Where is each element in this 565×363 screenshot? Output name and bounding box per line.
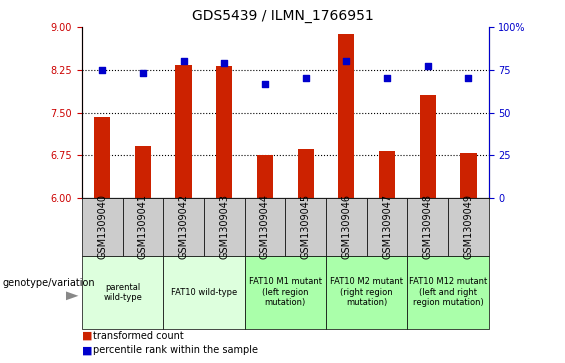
Point [464,76,473,81]
Point [342,58,351,64]
Text: GSM1309044: GSM1309044 [260,194,270,260]
Bar [298,150,314,198]
Text: GSM1309042: GSM1309042 [179,194,189,260]
Bar [338,34,354,198]
Text: FAT10 M1 mutant
(left region
mutation): FAT10 M1 mutant (left region mutation) [249,277,322,307]
Point [220,60,229,66]
Text: GDS5439 / ILMN_1766951: GDS5439 / ILMN_1766951 [192,9,373,23]
Text: GSM1309045: GSM1309045 [301,194,311,260]
Point [179,58,188,64]
Text: ■: ■ [82,345,93,355]
Bar [135,146,151,198]
Text: percentile rank within the sample: percentile rank within the sample [93,345,258,355]
Text: GSM1309049: GSM1309049 [463,194,473,260]
Text: ■: ■ [82,331,93,341]
Point [138,70,147,76]
Point [301,76,310,81]
Text: genotype/variation: genotype/variation [3,278,95,288]
Bar [176,65,192,198]
Text: GSM1309048: GSM1309048 [423,194,433,260]
Text: transformed count: transformed count [93,331,184,341]
Bar [257,155,273,198]
Bar [420,95,436,198]
Text: parental
wild-type: parental wild-type [103,282,142,302]
Text: GSM1309043: GSM1309043 [219,194,229,260]
Point [423,64,432,69]
Text: GSM1309041: GSM1309041 [138,194,148,260]
Point [383,76,392,81]
Text: GSM1309040: GSM1309040 [97,194,107,260]
Text: GSM1309047: GSM1309047 [382,194,392,260]
Text: FAT10 M2 mutant
(right region
mutation): FAT10 M2 mutant (right region mutation) [330,277,403,307]
Text: GSM1309046: GSM1309046 [341,194,351,260]
Text: FAT10 M12 mutant
(left and right
region mutation): FAT10 M12 mutant (left and right region … [409,277,487,307]
Polygon shape [66,291,79,300]
Text: FAT10 wild-type: FAT10 wild-type [171,288,237,297]
Bar [94,117,110,198]
Point [98,67,107,73]
Point [260,81,270,86]
Bar [216,66,232,198]
Bar [460,154,476,198]
Bar [379,151,395,198]
